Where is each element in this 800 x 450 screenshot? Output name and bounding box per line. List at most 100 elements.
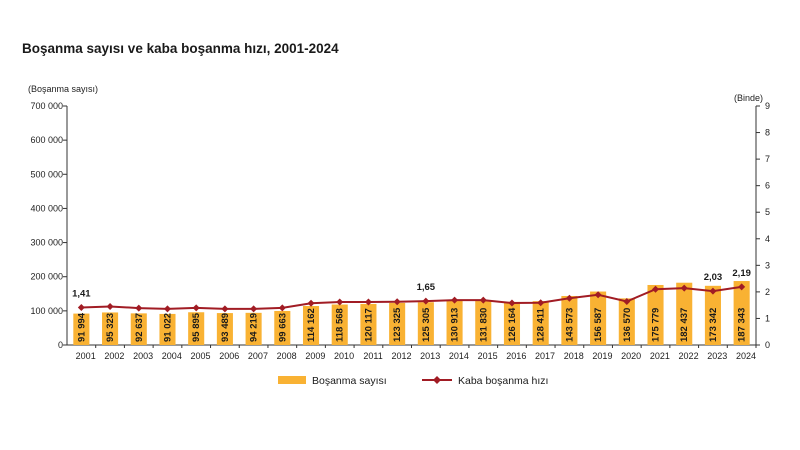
legend: Boşanma sayısı Kaba boşanma hızı: [278, 375, 548, 387]
bar: [590, 291, 607, 345]
bar-value-label: 173 342: [708, 308, 719, 342]
bar: [360, 303, 377, 345]
right-axis-label: (Binde): [734, 93, 763, 103]
x-tick-label: 2003: [133, 351, 153, 361]
x-tick-label: 2017: [535, 351, 555, 361]
y2-tick-label: 8: [765, 128, 770, 138]
bar: [302, 306, 320, 345]
rate-point: [709, 287, 717, 295]
x-tick-label: 2011: [363, 351, 382, 361]
x-tick-label: 2020: [621, 351, 641, 361]
bar-value-label: 114 162: [306, 308, 317, 342]
y2-tick-label: 2: [765, 287, 770, 297]
bar-value-label: 118 568: [335, 308, 346, 342]
x-tick-label: 2006: [219, 351, 239, 361]
bar-value-label: 175 779: [651, 308, 662, 342]
bar: [647, 284, 664, 345]
bar-value-label: 131 830: [478, 308, 489, 342]
x-tick-label: 2013: [420, 351, 440, 361]
bar: [503, 301, 521, 345]
y-tick-label: 400 000: [30, 203, 63, 213]
bar-value-label: 126 164: [507, 307, 518, 342]
bar: [389, 302, 406, 345]
bar: [618, 298, 635, 345]
legend-line-marker: [433, 376, 441, 384]
x-tick-label: 2012: [391, 351, 411, 361]
bar-value-label: 91 022: [162, 313, 173, 342]
rate-point: [336, 298, 344, 306]
rate-value-label: 2,03: [704, 272, 723, 283]
bar: [446, 300, 463, 345]
rate-point: [221, 305, 229, 313]
rate-point: [738, 283, 746, 291]
rate-point: [680, 284, 688, 292]
rate-value-label: 2,19: [732, 268, 751, 279]
x-tick-label: 2004: [162, 351, 182, 361]
bar-value-label: 95 895: [191, 312, 202, 342]
y2-tick-label: 4: [765, 234, 770, 244]
bar: [245, 312, 262, 345]
rate-point: [135, 304, 143, 312]
bar-value-label: 95 323: [105, 313, 116, 342]
y-tick-label: 300 000: [30, 238, 63, 248]
x-tick-label: 2007: [248, 351, 268, 361]
bar-value-label: 94 219: [249, 313, 260, 342]
bar: [676, 282, 693, 345]
bar: [475, 299, 492, 345]
bar-value-label: 128 411: [536, 307, 547, 342]
x-tick-label: 2016: [506, 351, 526, 361]
x-tick-label: 2022: [679, 351, 699, 361]
rate-point: [307, 299, 315, 307]
y2-tick-label: 6: [765, 181, 770, 191]
bar: [417, 302, 434, 345]
rate-point: [106, 302, 114, 310]
x-tick-label: 2005: [191, 351, 211, 361]
x-tick-label: 2018: [564, 351, 584, 361]
bar: [216, 313, 233, 345]
legend-line-label: Kaba boşanma hızı: [458, 375, 548, 387]
x-tick-label: 2015: [478, 351, 498, 361]
chart-title: Boşanma sayısı ve kaba boşanma hızı, 200…: [22, 41, 339, 56]
bar-value-label: 182 437: [679, 308, 690, 342]
bar: [188, 312, 205, 345]
rate-point: [565, 294, 573, 302]
x-tick-label: 2023: [707, 351, 727, 361]
legend-bar-swatch: [278, 376, 306, 384]
rate-point: [77, 304, 85, 312]
bar: [704, 285, 721, 345]
bar-value-label: 99 663: [277, 313, 288, 342]
bar-value-label: 136 570: [622, 308, 633, 342]
y2-tick-label: 7: [765, 154, 770, 164]
rate-point: [250, 305, 258, 313]
y2-tick-label: 5: [765, 207, 770, 217]
rate-point: [192, 304, 200, 312]
rate-point: [451, 296, 459, 304]
y-tick-label: 200 000: [30, 272, 63, 282]
x-tick-label: 2009: [305, 351, 325, 361]
x-tick-label: 2001: [76, 351, 96, 361]
bar: [733, 281, 750, 345]
rate-point: [364, 298, 372, 306]
y-tick-label: 500 000: [30, 169, 63, 179]
bar-value-label: 156 587: [593, 308, 604, 342]
rate-value-label: 1,65: [417, 282, 436, 293]
x-tick-label: 2008: [277, 351, 297, 361]
rate-point: [652, 285, 660, 293]
rate-point: [278, 304, 286, 312]
bar-value-label: 93 489: [220, 313, 231, 342]
rate-point: [422, 297, 430, 305]
bar-value-label: 92 637: [134, 313, 145, 342]
y-tick-label: 0: [58, 340, 63, 350]
x-tick-label: 2002: [104, 351, 124, 361]
rate-point: [623, 297, 631, 305]
bar: [532, 301, 549, 345]
rate-value-label: 1,41: [72, 289, 91, 300]
bar-value-label: 187 343: [737, 308, 748, 342]
rate-point: [594, 291, 602, 299]
rate-point: [508, 299, 516, 307]
rate-point: [163, 305, 171, 313]
x-tick-label: 2010: [334, 351, 354, 361]
y-tick-label: 600 000: [30, 135, 63, 145]
left-axis-label: (Boşanma sayısı): [28, 84, 98, 94]
